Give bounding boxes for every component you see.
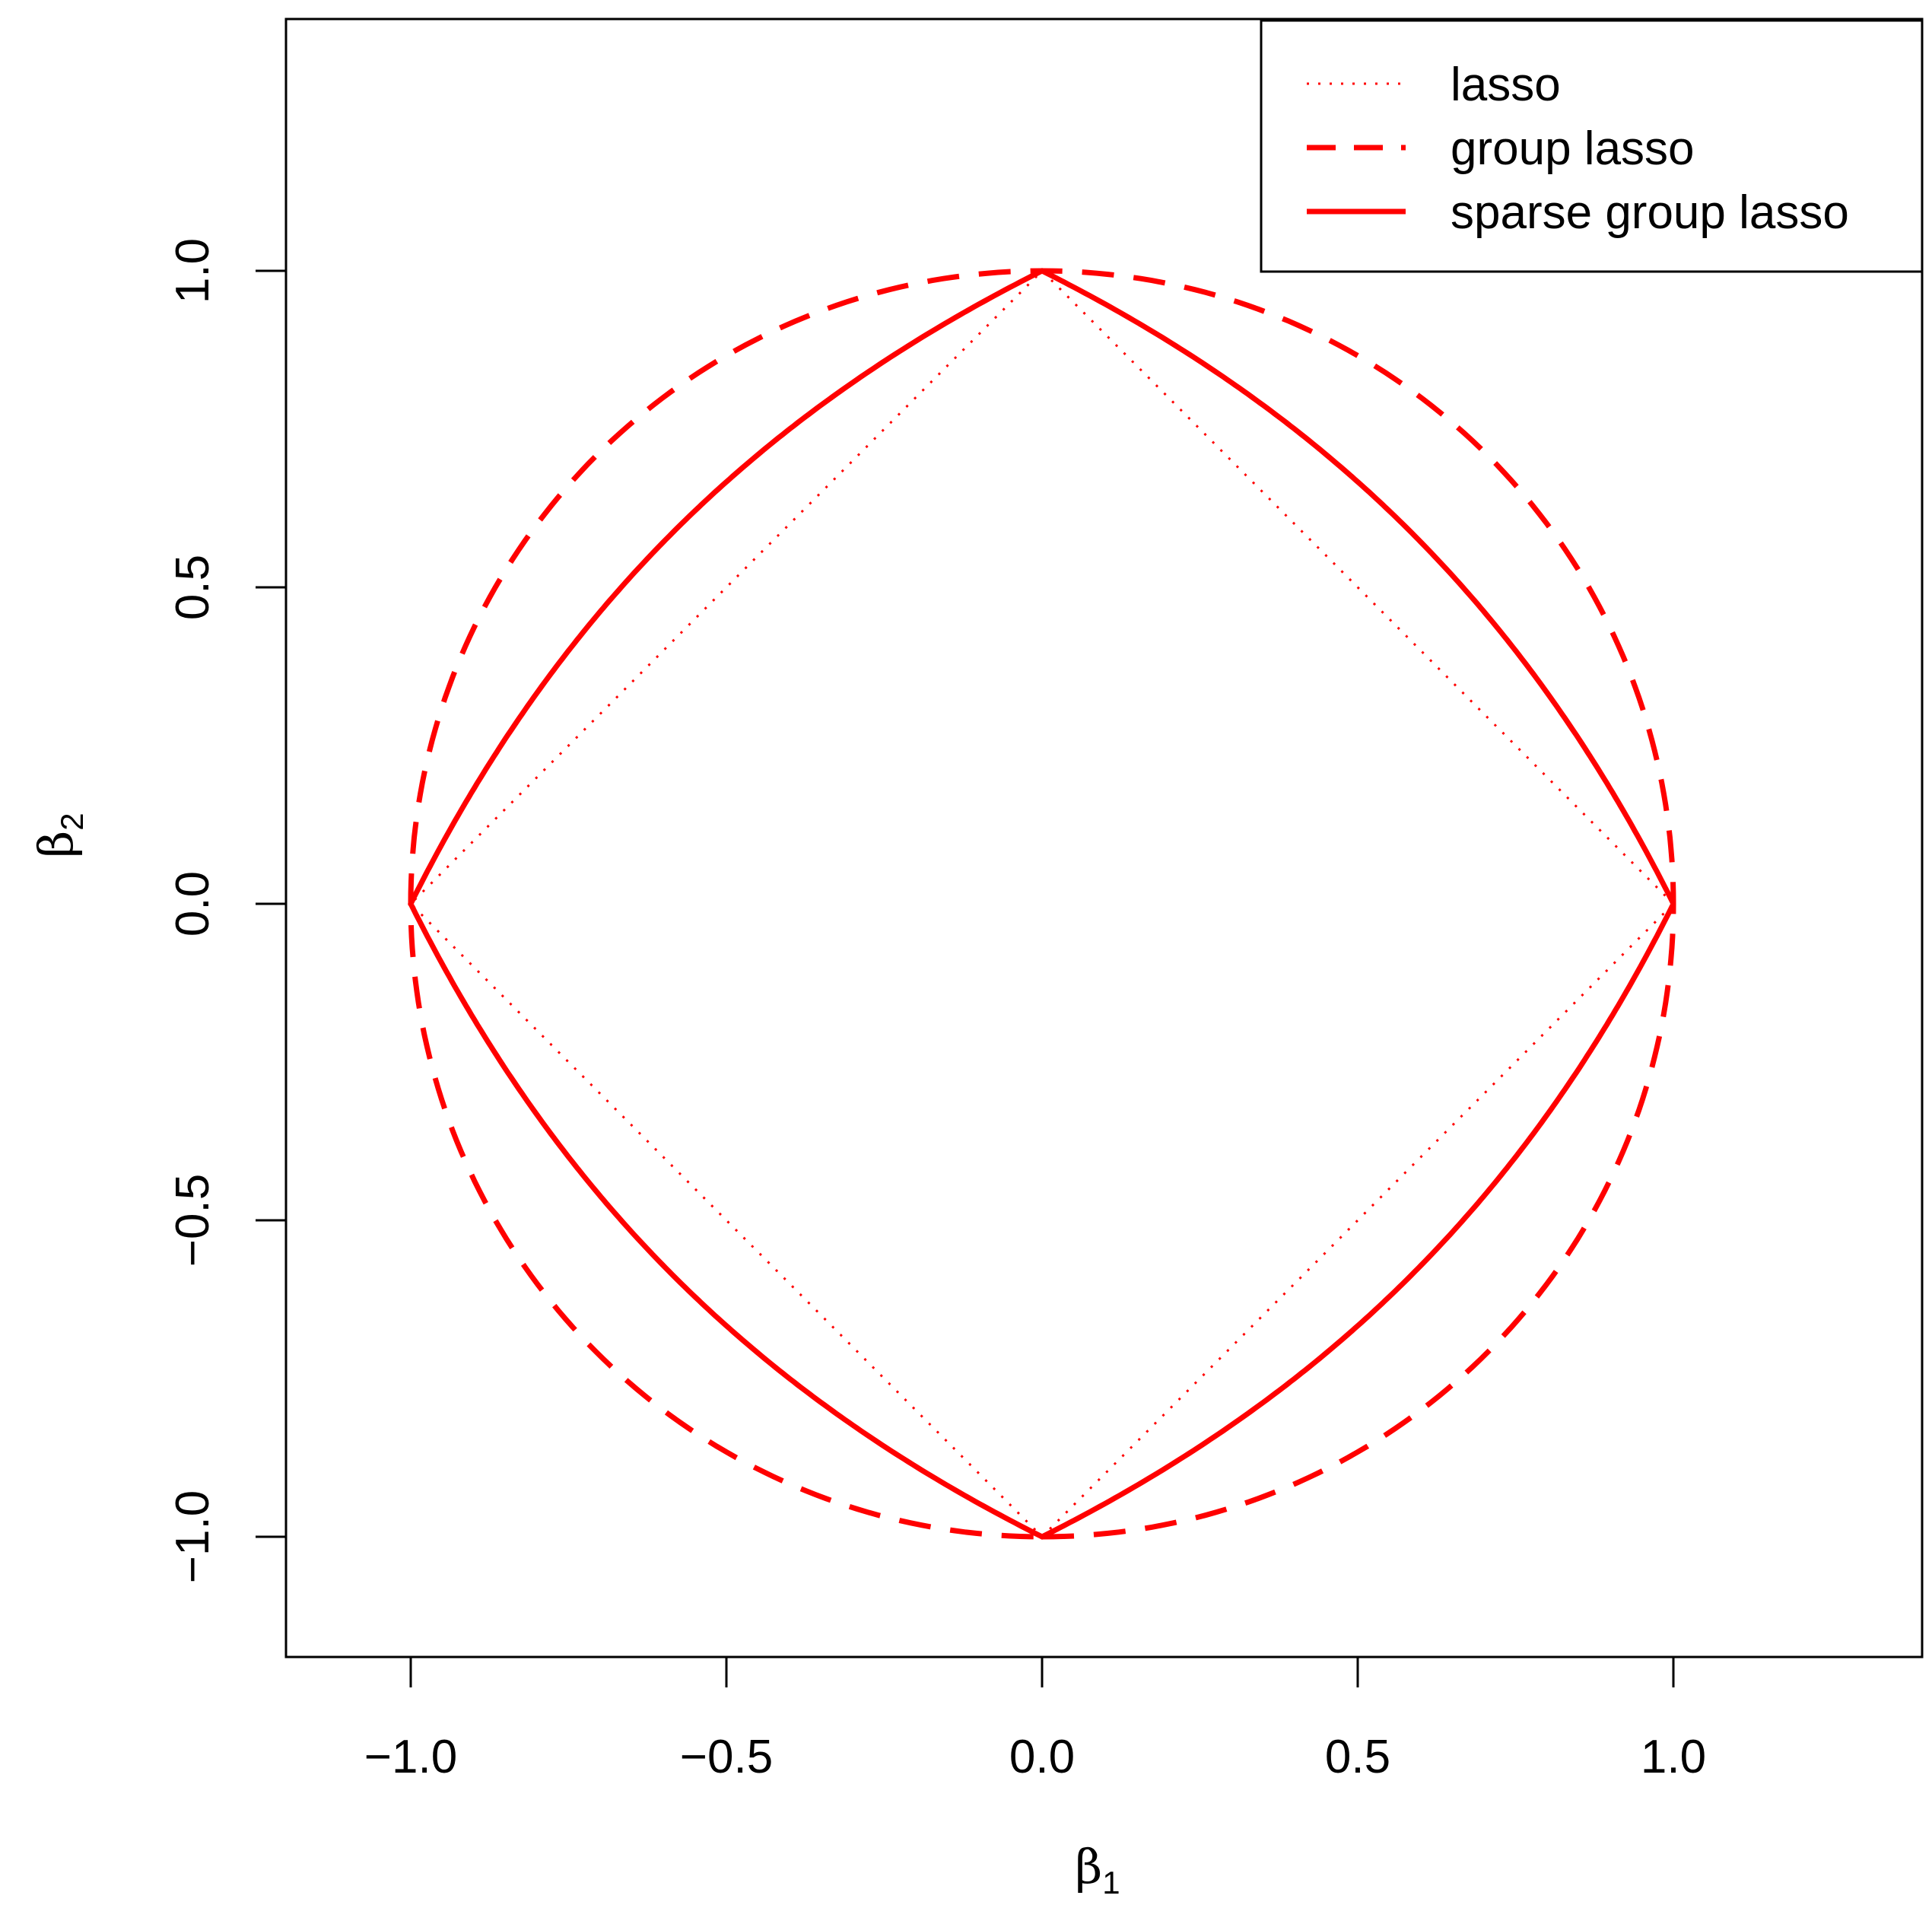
series-lasso xyxy=(408,269,1675,1539)
x-tick-label: −1.0 xyxy=(364,1731,457,1783)
y-tick-label: −1.0 xyxy=(167,1490,219,1583)
series-group-lasso xyxy=(408,268,1676,1540)
y-tick-label: 1.0 xyxy=(167,238,219,304)
x-tick-label: 0.0 xyxy=(1009,1731,1075,1783)
x-tick-label: 0.5 xyxy=(1325,1731,1390,1783)
y-tick-label: 0.5 xyxy=(167,555,219,620)
legend-label-group-lasso: group lasso xyxy=(1451,122,1695,175)
svg-text:β1: β1 xyxy=(1075,1839,1120,1900)
y-axis: −1.0 −0.5 0.0 0.5 1.0 xyxy=(167,238,288,1583)
x-axis-label-symbol: β xyxy=(1075,1839,1102,1894)
plot-area xyxy=(408,268,1676,1540)
x-tick-label: −0.5 xyxy=(680,1731,773,1783)
x-axis-label-subscript: 1 xyxy=(1102,1865,1120,1900)
y-axis-label-subscript: 2 xyxy=(54,813,90,830)
y-axis-label: β2 xyxy=(28,813,90,857)
y-tick-label: −0.5 xyxy=(167,1174,219,1267)
y-axis-label-symbol: β xyxy=(28,831,84,858)
legend: lasso group lasso sparse group lasso xyxy=(1260,19,1924,273)
legend-label-sparse-group-lasso: sparse group lasso xyxy=(1451,186,1849,239)
svg-text:β2: β2 xyxy=(28,813,90,857)
x-axis-label: β1 xyxy=(1075,1839,1120,1900)
x-tick-label: 1.0 xyxy=(1641,1731,1706,1783)
x-axis: −1.0 −0.5 0.0 0.5 1.0 xyxy=(364,1655,1706,1783)
series-sparse-group-lasso xyxy=(408,268,1676,1540)
legend-label-lasso: lasso xyxy=(1451,59,1561,111)
y-tick-label: 0.0 xyxy=(167,871,219,937)
